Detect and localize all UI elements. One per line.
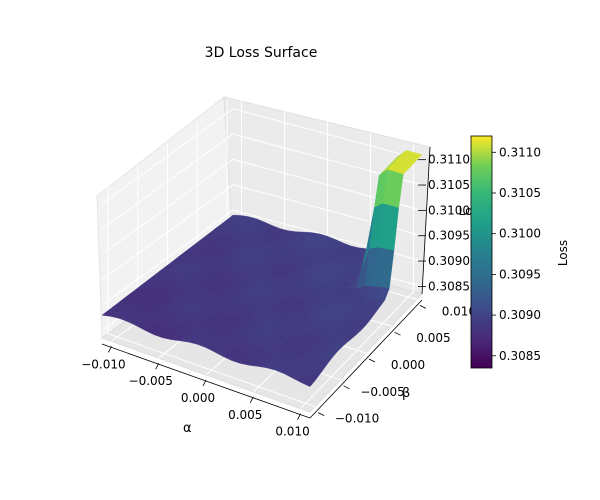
y-tick-mark — [368, 358, 376, 363]
colorbar-tick-label: 0.3085 — [499, 349, 541, 363]
z-grid-line — [101, 184, 423, 281]
y-tick-label: 0.010 — [442, 304, 476, 318]
y-tick-mark — [394, 331, 401, 336]
y-tick-label: 0.000 — [391, 358, 425, 372]
colorbar-tick-label: 0.3095 — [499, 267, 541, 281]
y-tick-mark — [419, 305, 427, 309]
colorbar-bar — [470, 135, 493, 369]
x-tick-label: 0.005 — [228, 408, 262, 422]
z-tick-label: 0.3100 — [428, 203, 470, 217]
y-tick-label: −0.010 — [335, 412, 379, 426]
x-tick-mark — [108, 346, 112, 353]
z-grid-line — [101, 209, 423, 306]
z-tick-label: 0.3105 — [428, 178, 470, 192]
chart-title: 3D Loss Surface — [205, 45, 318, 61]
colorbar-tick-label: 0.3090 — [499, 308, 541, 322]
x-tick-mark — [297, 413, 301, 420]
x-tick-label: 0.000 — [181, 391, 215, 405]
x-tick-mark — [249, 396, 254, 403]
loss-surface — [101, 150, 423, 387]
x-tick-label: 0.010 — [275, 425, 309, 439]
z-grid-line — [101, 108, 423, 205]
colorbar-tick-label: 0.3100 — [499, 227, 541, 241]
y-axis-label: β — [402, 386, 410, 401]
colorbar-label: Loss — [556, 240, 570, 266]
x-grid-line — [300, 144, 414, 409]
z-tick-label: 0.3095 — [428, 229, 470, 243]
y-tick-label: 0.005 — [416, 331, 450, 345]
y-grid-line — [107, 186, 316, 408]
colorbar-tick-label: 0.3105 — [499, 186, 541, 200]
y-tick-mark — [317, 412, 325, 416]
x-tick-mark — [155, 363, 160, 370]
x-axis: −0.010 −0.005 0.000 0.005 0.010 α — [81, 343, 311, 439]
colorbar: 0.3085 0.3090 0.3095 0.3100 0.3105 0.3110 Los… — [470, 135, 570, 369]
x-tick-label: −0.005 — [129, 374, 173, 388]
colorbar-tick-label: 0.3110 — [499, 145, 541, 159]
z-tick-label: 0.3110 — [428, 153, 470, 167]
y-tick-mark — [343, 385, 350, 390]
z-tick-label: 0.3085 — [428, 279, 470, 293]
z-grid-line — [101, 133, 423, 230]
surface-cell — [300, 377, 316, 387]
x-tick-mark — [202, 379, 207, 387]
x-axis-label: α — [183, 421, 192, 436]
z-grid-line — [101, 158, 423, 255]
y-tick-label: −0.005 — [360, 385, 404, 399]
z-tick-label: 0.3090 — [428, 254, 470, 268]
x-tick-label: −0.010 — [81, 357, 125, 371]
y-axis: −0.010 −0.005 0.000 0.005 0.010 β — [309, 299, 476, 426]
